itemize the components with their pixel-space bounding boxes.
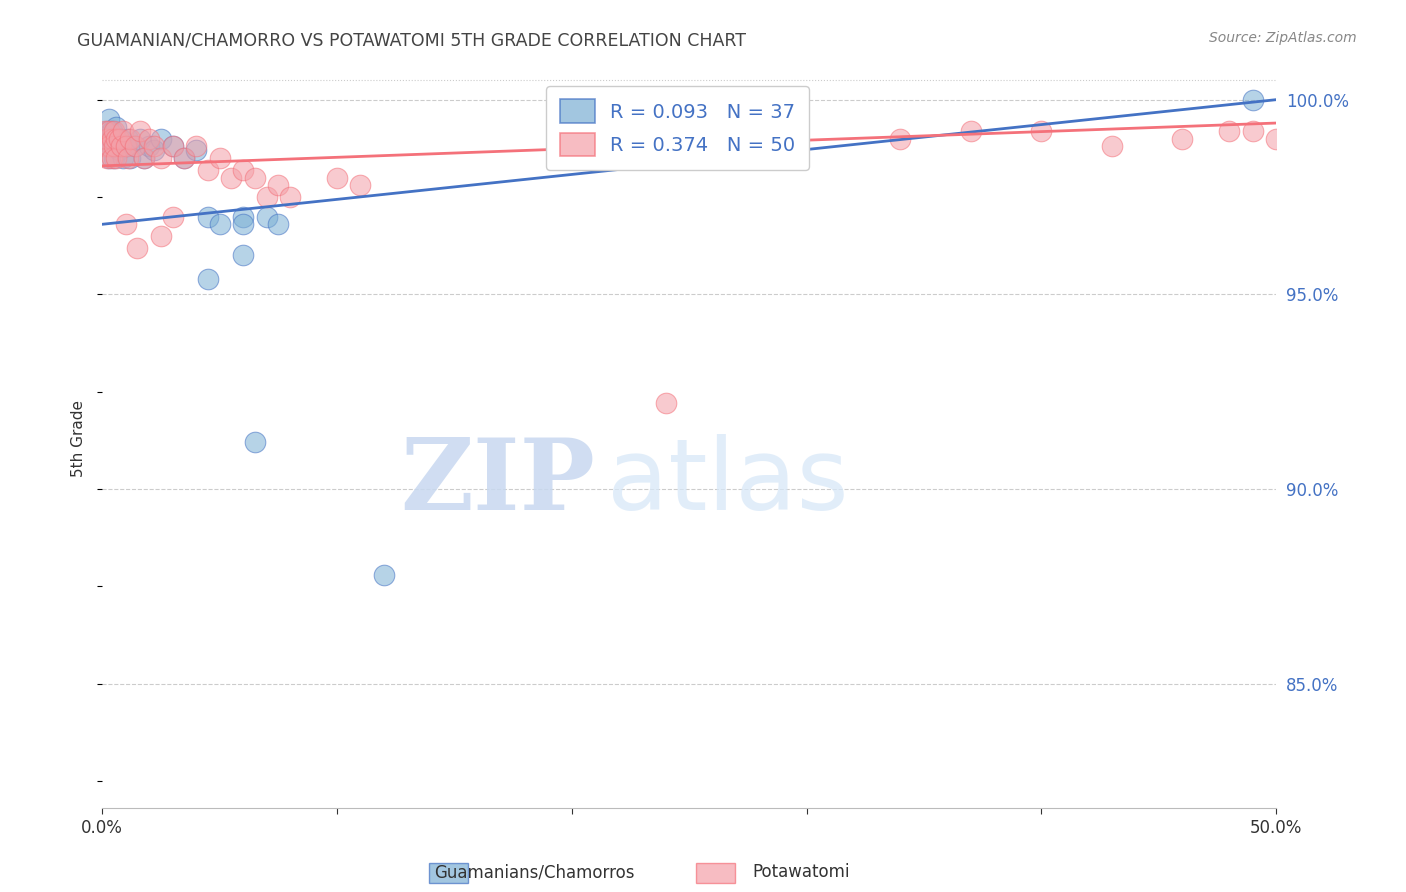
Point — [112, 151, 135, 165]
Point — [1241, 124, 1264, 138]
Text: atlas: atlas — [607, 434, 849, 532]
Point — [112, 124, 135, 138]
Point — [98, 124, 121, 138]
Point — [1241, 93, 1264, 107]
Point — [162, 139, 184, 153]
Point — [98, 151, 121, 165]
Point — [208, 151, 231, 165]
Y-axis label: 5th Grade: 5th Grade — [72, 400, 86, 477]
Point — [103, 131, 125, 145]
Point — [96, 151, 118, 165]
Point — [100, 131, 122, 145]
Text: Potawatomi: Potawatomi — [752, 863, 851, 881]
Point — [232, 248, 254, 262]
Point — [256, 190, 278, 204]
Point — [138, 131, 160, 145]
Point — [114, 217, 136, 231]
Point — [107, 143, 129, 157]
Point — [103, 151, 125, 165]
Point — [93, 139, 115, 153]
Point — [114, 139, 136, 153]
Point — [197, 272, 219, 286]
Point — [96, 124, 118, 138]
Point — [110, 139, 132, 153]
Point — [117, 131, 139, 145]
Point — [173, 151, 195, 165]
Point — [149, 131, 172, 145]
Legend: R = 0.093   N = 37, R = 0.374   N = 50: R = 0.093 N = 37, R = 0.374 N = 50 — [546, 86, 808, 170]
Point — [256, 210, 278, 224]
Point — [1031, 124, 1053, 138]
Point — [127, 241, 149, 255]
Point — [103, 124, 125, 138]
Point — [1265, 131, 1288, 145]
Point — [142, 139, 165, 153]
Point — [134, 151, 156, 165]
Point — [96, 139, 118, 153]
Point — [128, 124, 150, 138]
Point — [110, 131, 132, 145]
Point — [654, 396, 676, 410]
Point — [184, 143, 207, 157]
Point — [326, 170, 349, 185]
Point — [243, 170, 266, 185]
Point — [149, 151, 172, 165]
Point — [105, 120, 128, 134]
Point — [197, 162, 219, 177]
Point — [221, 170, 243, 185]
Point — [100, 139, 122, 153]
Point — [243, 435, 266, 450]
Point — [114, 139, 136, 153]
Point — [889, 131, 911, 145]
Point — [278, 190, 301, 204]
Point — [120, 151, 142, 165]
Point — [267, 178, 290, 193]
Point — [232, 162, 254, 177]
Point — [98, 112, 121, 127]
Point — [162, 210, 184, 224]
Point — [1171, 131, 1194, 145]
Point — [960, 124, 983, 138]
Point — [124, 139, 146, 153]
Point — [120, 131, 142, 145]
Text: Guamanians/Chamorros: Guamanians/Chamorros — [434, 863, 634, 881]
Point — [100, 124, 122, 138]
Point — [149, 229, 172, 244]
Point — [1101, 139, 1123, 153]
Point — [162, 139, 184, 153]
Point — [100, 151, 122, 165]
Point — [373, 567, 395, 582]
Point — [107, 131, 129, 145]
Point — [184, 139, 207, 153]
Point — [349, 178, 371, 193]
Point — [105, 151, 128, 165]
Point — [105, 131, 128, 145]
Point — [103, 139, 125, 153]
Point — [93, 131, 115, 145]
Text: GUAMANIAN/CHAMORRO VS POTAWATOMI 5TH GRADE CORRELATION CHART: GUAMANIAN/CHAMORRO VS POTAWATOMI 5TH GRA… — [77, 31, 747, 49]
Point — [128, 131, 150, 145]
Point — [232, 210, 254, 224]
Point — [105, 139, 128, 153]
Point — [267, 217, 290, 231]
Point — [98, 139, 121, 153]
Point — [142, 143, 165, 157]
Text: ZIP: ZIP — [401, 434, 595, 532]
Point — [117, 151, 139, 165]
Point — [208, 217, 231, 231]
Point — [124, 139, 146, 153]
Text: Source: ZipAtlas.com: Source: ZipAtlas.com — [1209, 31, 1357, 45]
Point — [138, 139, 160, 153]
Point — [197, 210, 219, 224]
Point — [96, 131, 118, 145]
Point — [232, 217, 254, 231]
Point — [1218, 124, 1240, 138]
Point — [134, 151, 156, 165]
Point — [173, 151, 195, 165]
Point — [93, 124, 115, 138]
